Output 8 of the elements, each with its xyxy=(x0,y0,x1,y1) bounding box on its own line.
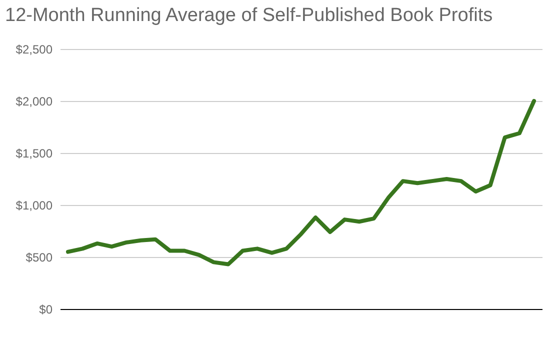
y-tick-label: $2,000 xyxy=(16,94,53,108)
y-tick-label: $2,500 xyxy=(16,42,53,56)
y-tick-label: $0 xyxy=(39,302,53,316)
line-series xyxy=(66,99,536,266)
y-tick-label: $1,500 xyxy=(16,146,53,160)
y-tick-label: $1,000 xyxy=(16,198,53,212)
y-tick-label: $500 xyxy=(26,250,53,264)
chart-title: 12-Month Running Average of Self-Published Book Profits xyxy=(5,5,493,26)
